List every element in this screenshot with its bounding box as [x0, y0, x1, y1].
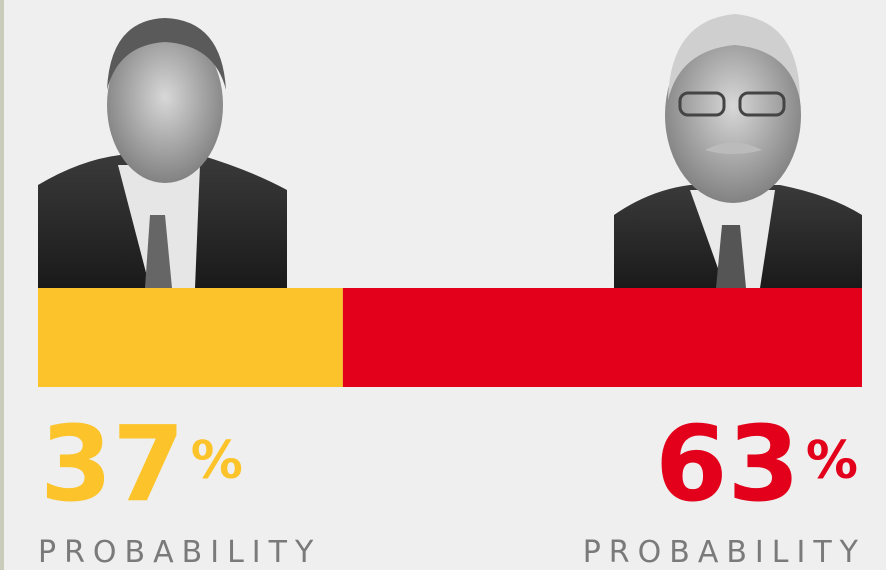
value-label: 63% — [655, 403, 858, 525]
bar-segment — [342, 288, 862, 387]
value-number: 37 — [40, 403, 185, 525]
caption: PROBABILITY — [38, 535, 321, 570]
portrait-right — [614, 14, 862, 288]
caption: PROBABILITY — [583, 535, 866, 570]
value-unit: % — [191, 431, 243, 491]
left-border — [0, 0, 4, 570]
bar-segment — [38, 288, 343, 387]
value-label: 37% — [40, 403, 243, 525]
bar-group: 37 % PROBABILITY 63 % PROBABILITY — [38, 288, 866, 570]
value-unit: % — [806, 431, 858, 491]
portrait-left — [38, 18, 287, 288]
value-number: 63 — [655, 403, 800, 525]
